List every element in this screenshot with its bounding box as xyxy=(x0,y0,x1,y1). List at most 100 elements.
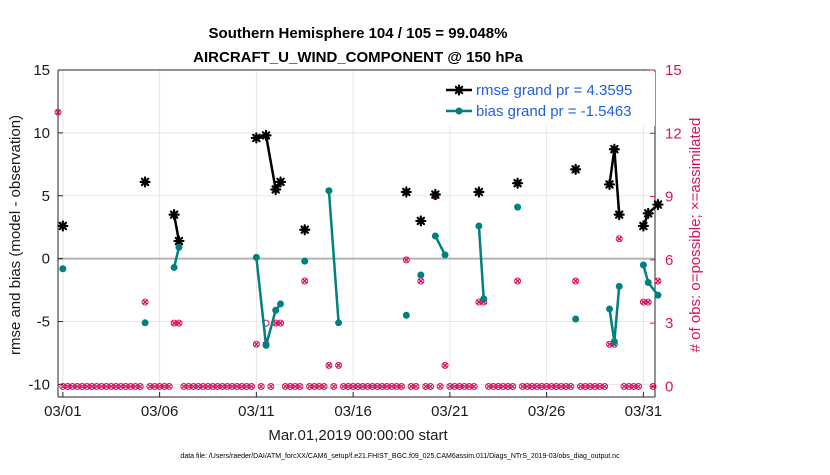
legend: rmse grand pr = 4.3595 bias grand pr = -… xyxy=(440,72,655,126)
bias-point-23 xyxy=(644,279,652,287)
obs-assimilated-zero-74 xyxy=(495,383,501,390)
legend-bias-marker xyxy=(455,107,463,115)
obs-assimilated-zero-60 xyxy=(398,383,405,390)
rmse-point-11 xyxy=(429,188,441,201)
y-axis-label-left: rmse and bias (model - observation) xyxy=(7,115,24,355)
obs-possible-23 xyxy=(639,298,647,306)
obs-assimilated-zero-44 xyxy=(311,383,318,390)
bias-point-13 xyxy=(431,232,439,240)
rmse-point-15 xyxy=(603,178,616,191)
chart-title-line1: Southern Hemisphere 104 / 105 = 99.048% xyxy=(209,25,508,42)
obs-possible-zero-37 xyxy=(257,382,265,390)
obs-possible-zero-51 xyxy=(354,382,362,390)
obs-possible-zero-59 xyxy=(393,382,401,390)
obs-possible-zero-84 xyxy=(547,382,555,390)
obs-assimilated-zero-19 xyxy=(156,383,163,390)
y-tick-label-left-5: -10 xyxy=(28,376,50,393)
obs-assimilated-zero-49 xyxy=(345,383,351,390)
obs-possible-zero-96 xyxy=(625,382,633,390)
obs-possible-zero-53 xyxy=(364,382,372,390)
obs-possible-zero-86 xyxy=(557,382,565,390)
obs-possible-zero-6 xyxy=(88,382,96,390)
obs-possible-zero-93 xyxy=(596,382,604,390)
obs-assimilated-zero-41 xyxy=(292,383,298,390)
y-tick-label-left-0: 15 xyxy=(33,62,50,79)
x-tick-label-5: 03/26 xyxy=(528,403,566,420)
bias-segment-19 xyxy=(608,308,616,342)
bias-point-1 xyxy=(141,319,149,327)
y-tick-label-right-4: 3 xyxy=(665,315,673,332)
obs-possible-zero-28 xyxy=(209,382,217,390)
obs-possible-zero-47 xyxy=(330,382,338,390)
obs-assimilated-zero-31 xyxy=(224,383,230,390)
obs-possible-4 xyxy=(252,340,260,348)
legend-bias-label: bias grand pr = -1.5463 xyxy=(476,103,632,120)
obs-possible-22 xyxy=(615,235,623,243)
obs-assimilated-zero-68 xyxy=(456,383,463,390)
obs-possible-zero-40 xyxy=(286,382,294,390)
obs-assimilated-zero-77 xyxy=(510,383,516,390)
bias-segment-5 xyxy=(264,309,277,346)
obs-possible-18 xyxy=(514,277,522,285)
obs-assimilated-zero-62 xyxy=(413,383,419,390)
obs-assimilated-15 xyxy=(476,299,482,305)
obs-possible-zero-76 xyxy=(504,382,512,390)
obs-assimilated-zero-45 xyxy=(316,383,322,390)
obs-assimilated-12 xyxy=(418,278,424,284)
obs-assimilated-4 xyxy=(253,341,260,347)
obs-assimilated-6 xyxy=(273,320,279,326)
obs-assimilated-zero-81 xyxy=(534,383,540,390)
obs-assimilated-zero-25 xyxy=(195,383,201,390)
bias-point-9 xyxy=(325,187,333,195)
rmse-point-13 xyxy=(512,177,524,189)
obs-assimilated-14 xyxy=(442,362,448,369)
obs-assimilated-21 xyxy=(616,236,622,242)
obs-assimilated-zero-29 xyxy=(215,383,221,390)
x-axis-label: Mar.01,2019 00:00:00 start xyxy=(268,427,448,444)
obs-possible-zero-45 xyxy=(315,382,323,390)
obs-possible-zero-41 xyxy=(291,382,299,390)
obs-possible-0 xyxy=(54,108,62,116)
obs-possible-zero-19 xyxy=(156,382,164,390)
obs-possible-zero-92 xyxy=(591,382,599,390)
obs-assimilated-zero-3 xyxy=(74,383,80,390)
bias-point-7 xyxy=(277,300,285,308)
obs-assimilated-zero-47 xyxy=(331,383,337,390)
obs-assimilated-zero-8 xyxy=(98,383,105,390)
obs-possible-zero-68 xyxy=(456,382,464,390)
rmse-point-10 xyxy=(415,215,427,227)
obs-possible-zero-74 xyxy=(494,382,502,390)
y-tick-label-left-3: 0 xyxy=(42,251,50,268)
obs-assimilated-zero-75 xyxy=(500,383,506,390)
obs-possible-zero-14 xyxy=(127,382,135,390)
obs-assimilated-zero-67 xyxy=(452,383,458,390)
obs-assimilated-2 xyxy=(171,320,177,326)
obs-assimilated-23 xyxy=(645,299,651,305)
obs-possible-zero-61 xyxy=(407,382,415,390)
rmse-point-2 xyxy=(168,209,180,221)
obs-assimilated-zero-85 xyxy=(553,383,559,390)
obs-possible-zero-2 xyxy=(69,382,77,390)
obs-possible-zero-75 xyxy=(499,382,507,390)
obs-possible-zero-90 xyxy=(581,382,589,390)
bias-point-11 xyxy=(402,311,410,319)
obs-possible-zero-9 xyxy=(102,382,110,390)
bias-point-19 xyxy=(606,305,614,313)
obs-assimilated-zero-59 xyxy=(394,383,400,390)
rmse-point-14 xyxy=(570,163,582,175)
obs-assimilated-zero-92 xyxy=(592,383,598,390)
obs-possible-zero-67 xyxy=(451,382,459,390)
obs-assimilated-zero-7 xyxy=(94,383,100,390)
obs-possible-3 xyxy=(175,319,183,327)
obs-assimilated-19 xyxy=(606,341,613,347)
obs-possible-zero-26 xyxy=(199,382,207,390)
obs-possible-zero-82 xyxy=(538,382,546,390)
chart-title-line2: AIRCRAFT_U_WIND_COMPONENT @ 150 hPa xyxy=(193,49,523,66)
obs-assimilated-zero-5 xyxy=(84,383,90,390)
obs-possible-zero-52 xyxy=(359,382,367,390)
bias-point-6 xyxy=(272,306,280,314)
obs-assimilated-zero-88 xyxy=(568,383,574,390)
bias-point-5 xyxy=(262,341,270,349)
